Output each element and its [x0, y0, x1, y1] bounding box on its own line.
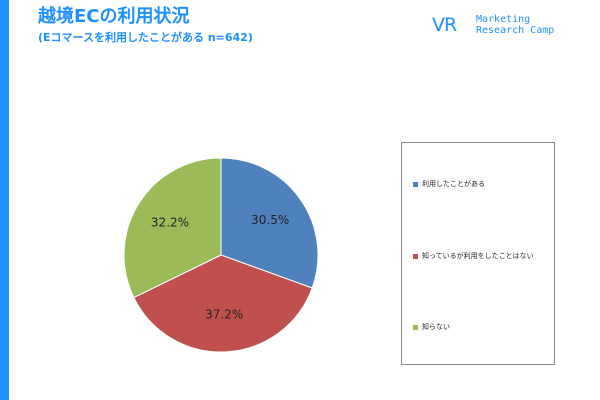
- legend-swatch-1: [413, 181, 418, 187]
- header: 越境ECの利用状況 (Eコマースを利用したことがある n=642): [38, 6, 253, 45]
- logo-mark: VR: [432, 14, 457, 36]
- legend-label-2: 知っているが利用をしたことはない: [422, 252, 534, 260]
- page-subtitle: (Eコマースを利用したことがある n=642): [38, 31, 253, 44]
- pie-slice-3: [123, 157, 222, 299]
- legend-swatch-2: [413, 253, 418, 259]
- slice-label-1: 30.5%: [251, 213, 289, 227]
- slice-label-3: 32.2%: [151, 216, 189, 230]
- chart-legend: 利用したことがある知っているが利用をしたことはない 知らない: [401, 142, 555, 365]
- brand-logo: VR Marketing Research Camp: [432, 14, 582, 38]
- logo-line-1: Marketing: [476, 14, 531, 25]
- legend-item-3: 知らない: [413, 322, 450, 332]
- logo-text: Marketing Research Camp: [476, 14, 554, 36]
- legend-label-1: 利用したことがある: [422, 180, 485, 188]
- legend-item-1: 利用したことがある: [413, 179, 485, 189]
- legend-item-2: 知っているが利用をしたことはない: [413, 251, 534, 261]
- slice-label-2: 37.2%: [205, 308, 243, 322]
- legend-label-3: 知らない: [422, 323, 450, 331]
- pie-slice-2: [133, 254, 313, 353]
- pie-slice-1: [220, 157, 319, 289]
- logo-line-2: Research Camp: [476, 25, 555, 36]
- accent-bar: [0, 0, 9, 400]
- legend-swatch-3: [413, 324, 418, 330]
- page-title: 越境ECの利用状況: [38, 6, 190, 27]
